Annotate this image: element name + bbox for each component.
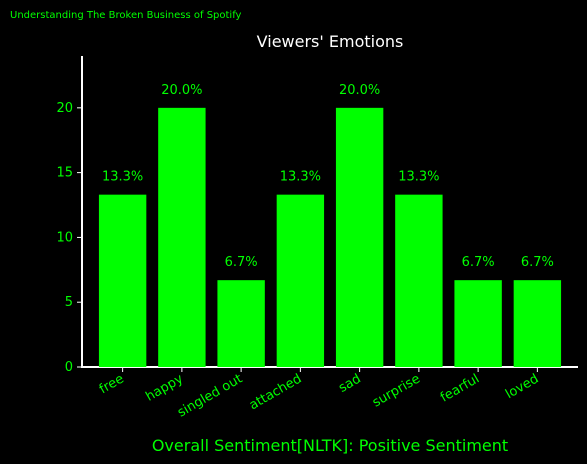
y-tick-label: 15 [56, 166, 73, 181]
bar-value-label: 13.3% [398, 170, 439, 185]
bar [454, 280, 502, 367]
bar-value-label: 20.0% [339, 83, 380, 98]
bar-value-label: 6.7% [225, 255, 258, 270]
source-caption: Understanding The Broken Business of Spo… [10, 10, 242, 21]
bar [98, 194, 147, 367]
bar-value-label: 13.3% [102, 170, 143, 185]
bar [276, 194, 325, 367]
y-tick-label: 20 [56, 101, 73, 116]
y-tick-label: 5 [65, 295, 73, 310]
y-tick-label: 10 [56, 230, 73, 245]
bar [158, 107, 206, 367]
x-axis-label: Overall Sentiment[NLTK]: Positive Sentim… [152, 436, 508, 455]
bar [217, 280, 265, 367]
bar-value-label: 6.7% [521, 255, 554, 270]
bar-value-label: 20.0% [161, 83, 202, 98]
bar [335, 107, 384, 367]
bar [395, 194, 443, 367]
bar-value-label: 13.3% [280, 170, 321, 185]
chart-title: Viewers' Emotions [257, 32, 404, 51]
y-tick-label: 0 [65, 360, 73, 375]
bar [513, 280, 562, 367]
bar-value-label: 6.7% [462, 255, 495, 270]
